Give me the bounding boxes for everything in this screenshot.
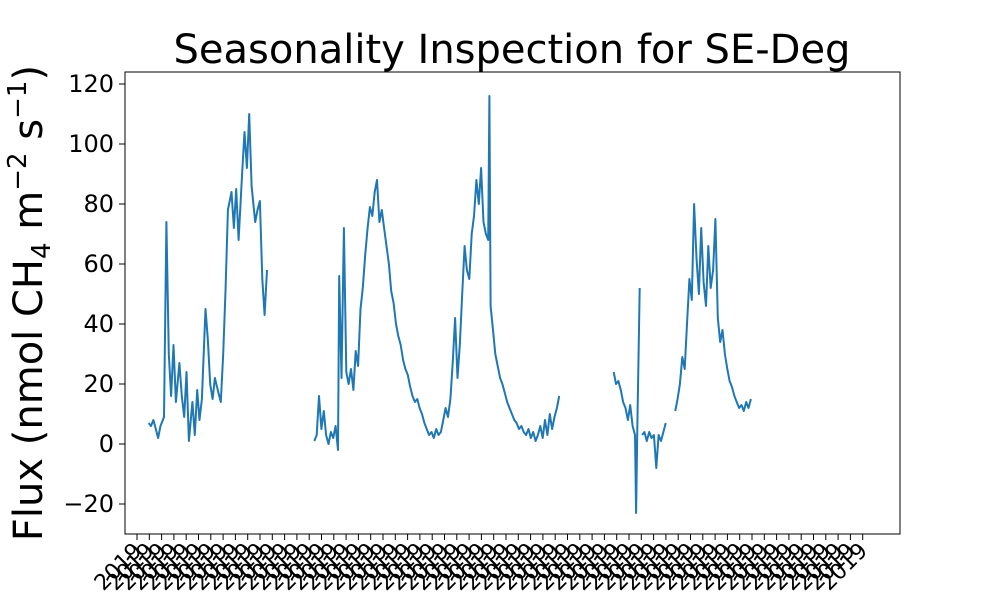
y-axis-label: Flux (nmol CH4 m−2 s−1)	[3, 65, 57, 541]
y-tick-label: 20	[83, 370, 114, 398]
x-axis: 2019201920192019201920192019201920192019…	[90, 534, 873, 596]
y-tick-label: 80	[83, 190, 114, 218]
plot-frame	[124, 71, 901, 535]
y-axis-label-end: )	[6, 65, 52, 81]
series-line-segment	[641, 422, 667, 469]
y-axis-label-superscript-1: −2	[3, 152, 33, 190]
y-axis-label-superscript-2: −1	[3, 81, 33, 119]
series-line-segment	[147, 113, 268, 442]
y-axis-label-main: Flux (nmol CH	[6, 259, 52, 541]
y-axis-label-subscript: 4	[27, 242, 57, 259]
y-tick-label: 120	[68, 70, 114, 98]
y-tick-label: −20	[63, 490, 114, 518]
y-axis: −20 0 20 40 60 80 100 120	[63, 70, 125, 518]
series-line-segment	[313, 95, 561, 451]
chart-title: Seasonality Inspection for SE-Deg	[174, 27, 851, 73]
y-tick-label: 40	[83, 310, 114, 338]
y-tick-label: 0	[99, 430, 114, 458]
y-axis-label-mid-2: s	[6, 119, 52, 153]
series-line-segment	[612, 287, 641, 514]
y-tick-label: 60	[83, 250, 114, 278]
y-axis-label-mid: m	[6, 191, 52, 243]
series-line-segment	[674, 203, 752, 412]
plot-area	[147, 95, 752, 514]
y-tick-label: 100	[68, 130, 114, 158]
